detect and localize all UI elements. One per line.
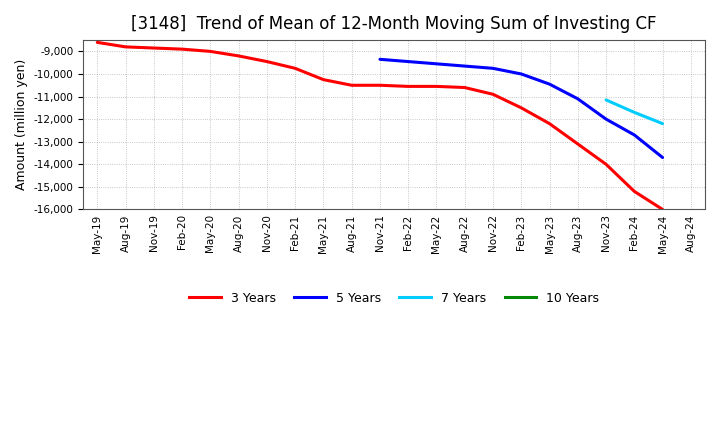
3 Years xyxy=(121,44,130,50)
5 Years xyxy=(404,59,413,64)
3 Years xyxy=(206,49,215,54)
5 Years xyxy=(602,117,611,122)
3 Years xyxy=(489,92,498,97)
Y-axis label: Amount (million yen): Amount (million yen) xyxy=(15,59,28,191)
Title: [3148]  Trend of Mean of 12-Month Moving Sum of Investing CF: [3148] Trend of Mean of 12-Month Moving … xyxy=(131,15,657,33)
Line: 7 Years: 7 Years xyxy=(606,100,662,124)
5 Years xyxy=(658,155,667,160)
5 Years xyxy=(574,96,582,102)
3 Years xyxy=(517,105,526,110)
Line: 5 Years: 5 Years xyxy=(380,59,662,158)
Legend: 3 Years, 5 Years, 7 Years, 10 Years: 3 Years, 5 Years, 7 Years, 10 Years xyxy=(184,287,604,310)
3 Years xyxy=(545,121,554,126)
7 Years xyxy=(630,110,639,115)
Line: 3 Years: 3 Years xyxy=(97,42,662,209)
5 Years xyxy=(432,61,441,66)
3 Years xyxy=(150,45,158,51)
5 Years xyxy=(517,71,526,77)
3 Years xyxy=(291,66,300,71)
5 Years xyxy=(630,132,639,138)
3 Years xyxy=(602,161,611,167)
5 Years xyxy=(460,63,469,69)
3 Years xyxy=(630,189,639,194)
3 Years xyxy=(347,83,356,88)
3 Years xyxy=(432,84,441,89)
3 Years xyxy=(319,77,328,82)
7 Years xyxy=(602,97,611,103)
5 Years xyxy=(376,57,384,62)
3 Years xyxy=(376,83,384,88)
3 Years xyxy=(234,53,243,59)
7 Years xyxy=(658,121,667,126)
3 Years xyxy=(93,40,102,45)
3 Years xyxy=(574,141,582,147)
3 Years xyxy=(178,47,186,52)
5 Years xyxy=(489,66,498,71)
5 Years xyxy=(545,81,554,87)
3 Years xyxy=(658,207,667,212)
3 Years xyxy=(460,85,469,90)
3 Years xyxy=(404,84,413,89)
3 Years xyxy=(263,59,271,64)
